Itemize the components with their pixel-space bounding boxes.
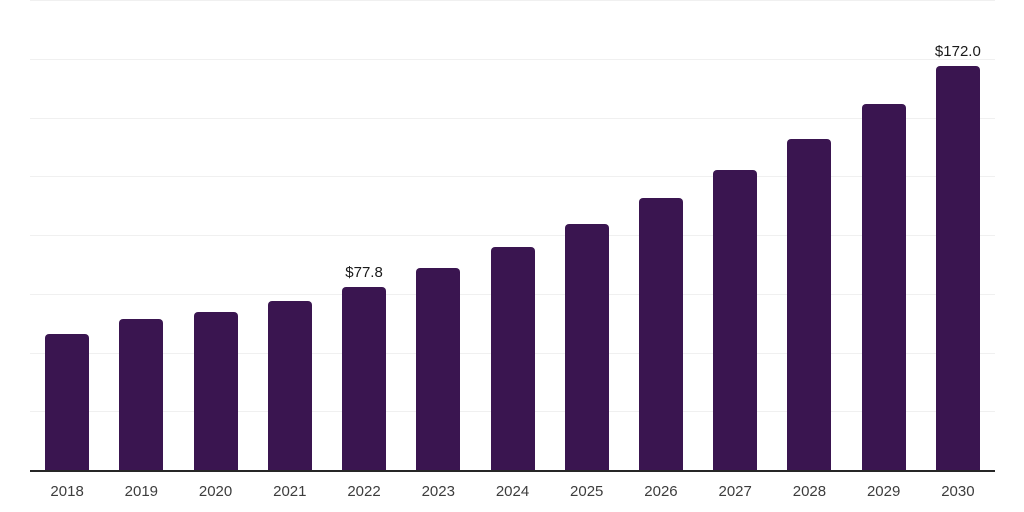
gridline-200: [30, 0, 995, 1]
bar-2021: [267, 301, 312, 470]
bar-2030: [935, 65, 980, 470]
x-tick-label-2029: 2029: [866, 483, 901, 500]
x-axis: 2018 2019 2020 2021 2022 2023 2024 2025 2026 2027…: [30, 482, 995, 506]
bar-2025: [564, 223, 609, 470]
gridline-175: [30, 58, 995, 60]
bar-2028: [787, 138, 832, 470]
x-tick-label-2030: 2030: [941, 483, 975, 500]
x-axis-line: [30, 470, 995, 472]
x-tick-label-2028: 2028: [792, 483, 827, 500]
bar-2023: [416, 268, 461, 470]
bar-2026: [638, 198, 683, 470]
bar-2018: [45, 334, 90, 470]
x-tick-label-2019: 2019: [124, 483, 159, 500]
x-tick-label-2023: 2023: [421, 483, 455, 500]
bar-2022: [342, 287, 387, 470]
plot-area: $77.8 $172.0: [30, 0, 995, 472]
value-label-2030: $172.0: [934, 42, 981, 60]
bar-2029: [861, 104, 906, 470]
x-tick-label-2022: 2022: [347, 483, 381, 500]
gridline-125: [30, 176, 995, 178]
x-tick-label-2024: 2024: [495, 483, 530, 500]
gridline-100: [30, 235, 995, 236]
gridline-150: [30, 117, 995, 119]
bar-2020: [193, 311, 238, 470]
bar-2027: [713, 170, 758, 470]
x-tick-label-2018: 2018: [50, 483, 84, 500]
bar-2019: [119, 319, 164, 470]
x-tick-label-2027: 2027: [718, 483, 752, 500]
x-tick-label-2021: 2021: [273, 483, 307, 500]
value-label-2022: $77.8: [345, 264, 383, 282]
x-tick-label-2020: 2020: [198, 483, 233, 500]
x-tick-label-2026: 2026: [644, 483, 678, 500]
bar-2024: [490, 247, 535, 470]
x-tick-label-2025: 2025: [570, 483, 604, 500]
